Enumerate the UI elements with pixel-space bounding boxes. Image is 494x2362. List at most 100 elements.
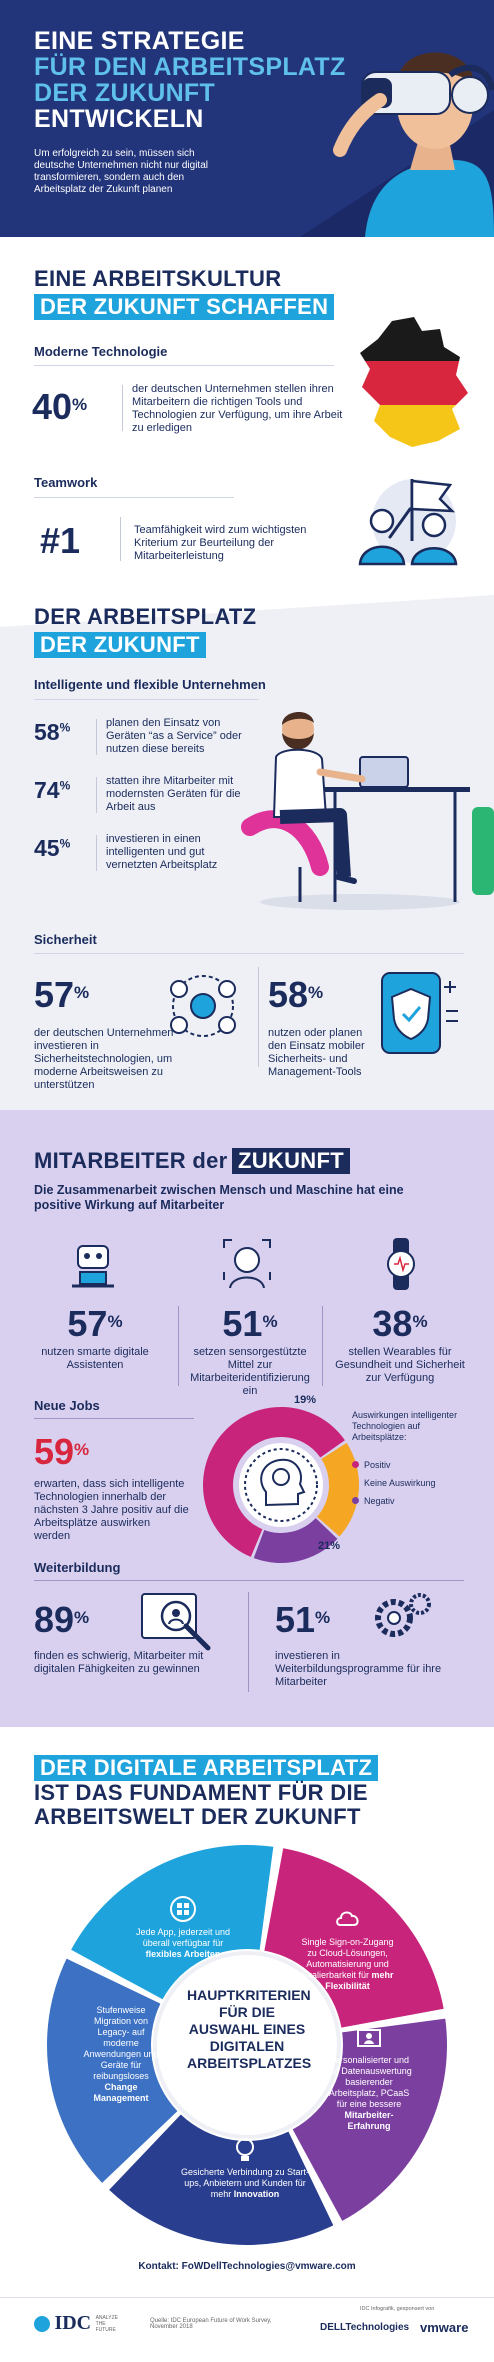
donut-label-21: 21% [318,1540,341,1552]
smartwatch-icon [387,1238,415,1290]
stat-unit: % [74,1440,90,1459]
stat-unit: % [412,1312,428,1331]
divider [96,777,97,813]
segment-bold: Innovation [233,2189,280,2199]
heading-line: MITARBEITER der [34,1148,228,1173]
footer: IDC ANALYZE THE FUTURE Quelle: IDC Europ… [0,2297,494,2362]
employees-section: MITARBEITER der ZUKUNFT Die Zusammenarbe… [0,1110,494,1727]
segment-bold: mehr Flexibilität [325,1970,394,1991]
legend-dot [352,1461,359,1468]
segment-text: Gesicherte Verbindung zu Start-ups, Anbi… [180,2167,310,2199]
stat-value: 57 [34,974,75,1015]
team-label: Teamwork [34,475,98,490]
divider [322,1306,323,1386]
criteria-wheel [47,1845,447,2245]
legend-label: Positiv [364,1460,391,1470]
intelligent-label: Intelligente und flexible Unternehmen [34,677,266,692]
stat-unit: % [59,720,71,735]
tech-stat: 40% [32,389,87,425]
mobile-shield-icon [381,972,458,1054]
security-stat: 57% [34,977,89,1013]
stat-unit: % [74,983,90,1002]
stat-unit: % [74,1608,90,1627]
criteria-segment-sso: Single Sign-on-Zugang zu Cloud-Lösungen,… [300,1905,395,1992]
divider [34,365,334,366]
title-line: DER ZUKUNFT [34,79,216,107]
stat-unit: % [59,778,71,793]
person-screen-icon [357,2029,381,2047]
employee-stat: 57% nutzen smarte digitale Assistenten [20,1306,170,1372]
heading-highlight: DER ZUKUNFT [34,632,206,658]
stat-number: 58% [34,719,70,746]
legend-item: Negativ [352,1492,436,1510]
donut-label-19: 19% [294,1394,317,1406]
security-text: nutzen oder planen den Einsatz mobiler S… [268,1027,365,1078]
idc-wordmark: IDC [54,2312,92,2334]
apps-icon [170,1896,196,1922]
training-label: Weiterbildung [34,1560,121,1575]
divider [258,967,259,1067]
stat-value: 59 [34,1431,75,1472]
stat-text: investieren in einen intelligenten und g… [106,833,218,871]
legend-item: Positiv [352,1456,436,1474]
stat-value: 58 [268,974,309,1015]
segment-text: Personalisierter und auf Datenauswertung… [326,2055,412,2109]
divider [34,953,464,954]
source-note: Quelle: IDC European Future of Work Surv… [150,2318,272,2330]
divider [96,835,97,871]
legend-label: Keine Auswirkung [364,1478,436,1488]
idc-tagline: ANALYZE THE FUTURE [95,2314,118,2333]
criteria-segment-change: Stufenweise Migration von Legacy- auf mo… [80,2005,162,2104]
segment-bold: flexibles Arbeiten [145,1949,221,1959]
sponsor-note: IDC Infografik, gesponsert von [360,2306,435,2312]
stat-unit: % [72,395,88,414]
header-subtitle: Um erfolgreich zu sein, müssen sich deut… [34,148,208,195]
jobs-text: erwarten, dass sich intelligente Technol… [34,1478,189,1542]
title-line: EINE STRATEGIE [34,27,245,55]
stat-unit: % [107,1312,123,1331]
stat-number: 45% [34,835,70,862]
tech-text: der deutschen Unternehmen stellen ihren … [132,383,343,434]
training-stat: 51% [275,1602,330,1638]
stat-value: 51 [222,1303,263,1344]
stat-value: 89 [34,1599,75,1640]
title-line: ENTWICKELN [34,105,204,133]
robot-laptop-icon [72,1245,114,1288]
segment-text: Stufenweise Migration von Legacy- auf mo… [83,2005,159,2081]
donut-legend: Positiv Keine Auswirkung Negativ [352,1456,436,1510]
contact-email-link[interactable]: Kontakt: FoWDellTechnologies@vmware.com [138,2261,356,2272]
heading-highlight: DER DIGITALE ARBEITSPLATZ [34,1755,379,1781]
stat-unit: % [315,1608,331,1627]
impact-donut-chart [203,1407,359,1563]
stat-text: setzen sensorgestützte Mittel zur Mitarb… [190,1346,310,1397]
heading-line: DER ARBEITSPLATZ [34,604,257,629]
employees-subheading: Die Zusammenarbeit zwischen Mensch und M… [34,1183,404,1212]
wheel-center-text: HAUPTKRITERIEN FÜR DIE AUSWAHL EINES DIG… [187,1987,312,2071]
stat-value: 57 [67,1303,108,1344]
teamwork-flag-icon [358,479,458,566]
team-stat: #1 [40,520,81,561]
network-people-icon [170,975,236,1037]
donut-segment-negativ [253,1518,338,1563]
title-line: FÜR DEN ARBEITSPLATZ [34,53,346,81]
idc-logo: IDC ANALYZE THE FUTURE [34,2312,126,2335]
face-id-icon [223,1239,271,1289]
legend-item: Keine Auswirkung [352,1474,436,1492]
donut-segment-keine-auswirkung [317,1442,359,1537]
digital-heading: DER DIGITALE ARBEITSPLATZ IST DAS FUNDAM… [34,1755,379,1829]
heading-line: EINE ARBEITSKULTUR [34,266,282,291]
stat-text: nutzen smarte digitale Assistenten [41,1346,149,1371]
divider [34,1418,194,1419]
jobs-stat: 59% [34,1434,89,1470]
training-text: investieren in Weiterbildungsprogramme f… [275,1650,442,1688]
search-person-icon [141,1593,211,1651]
divider [122,385,123,431]
person-at-desk-icon [241,711,494,910]
divider [34,699,259,700]
wheel-segment [109,2114,334,2245]
vr-headset-person-icon [300,52,494,237]
divider [34,1580,464,1581]
stat-text: statten ihre Mitarbeiter mit modernsten … [106,775,241,813]
brain-head-icon [244,1448,318,1522]
jobs-label: Neue Jobs [34,1398,100,1413]
